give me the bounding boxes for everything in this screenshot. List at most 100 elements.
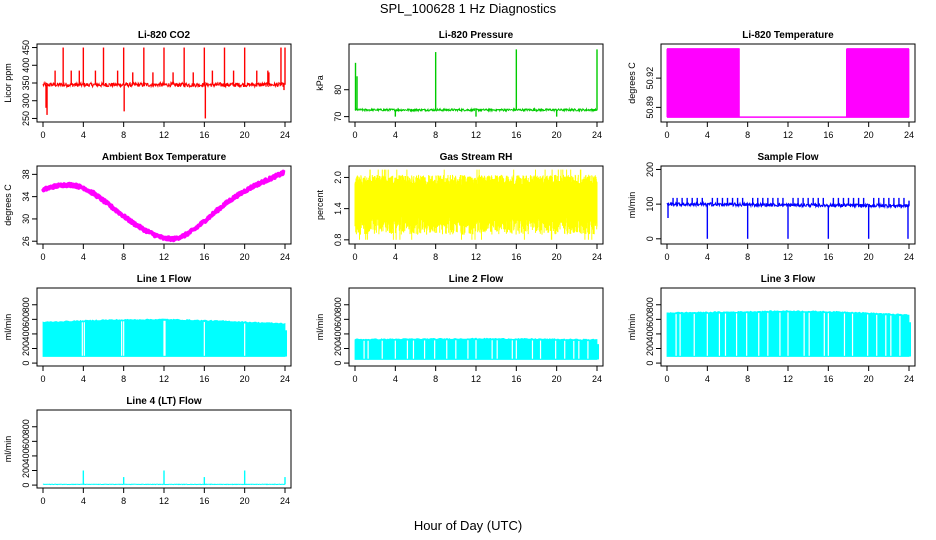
p6-xtick-label-4: 12 [783, 252, 793, 262]
p7-xtick-label-1: 0 [40, 374, 45, 384]
p1-ytick-label-1: 250 [21, 111, 31, 126]
panel-10: Line 4 (LT) Flow ml/min 0 4 8 12 16 20 24 0 200400… [3, 396, 292, 506]
p4-xtick-label-2: 4 [81, 252, 86, 262]
p1-ytick-label-3: 350 [21, 75, 31, 90]
p2-xtick-label-6: 20 [552, 130, 562, 140]
p7-title: Line 1 Flow [137, 274, 192, 285]
p10-xtick-label-5: 16 [199, 496, 209, 506]
p6-ytick-label-3: 200 [645, 162, 655, 177]
p7-xtick-label-6: 20 [240, 374, 250, 384]
p3-band-1 [666, 48, 740, 118]
p7-ytick-label-1: 0 [21, 361, 31, 366]
p5-xtick-label-2: 4 [393, 252, 398, 262]
p5-xtick-label-5: 16 [511, 252, 521, 262]
p6-ytick-label-1: 0 [645, 236, 655, 241]
p3-xtick-label-5: 16 [823, 130, 833, 140]
p8-ytick-label-5: 800 [333, 297, 343, 312]
p6-ylabel: ml/min [627, 192, 637, 219]
p7-ytick-label-3: 400 [21, 326, 31, 341]
p9-series [666, 310, 912, 357]
p1-xtick-label-1: 0 [40, 130, 45, 140]
p7-series [42, 318, 288, 357]
p10-ytick-label-5: 800 [21, 419, 31, 434]
p3-xtick-label-7: 24 [904, 130, 914, 140]
panel-6: Sample Flow ml/min 0 4 8 12 16 20 24 0 100 200 [627, 152, 916, 262]
panel-7: Line 1 Flow ml/min 0 4 8 12 16 20 24 0 20040060080… [3, 274, 292, 384]
p10-xtick-label-4: 12 [159, 496, 169, 506]
p1-ytick-label-5: 450 [21, 40, 31, 55]
p5-ytick-label-1: 0.8 [333, 234, 343, 247]
p4-xtick-label-3: 8 [121, 252, 126, 262]
p4-title: Ambient Box Temperature [102, 152, 227, 163]
p5-series-band [354, 169, 598, 240]
p4-ytick-label-2: 30 [21, 214, 31, 224]
p4-xtick-label-5: 16 [199, 252, 209, 262]
p6-xtick-label-1: 0 [664, 252, 669, 262]
p8-series [354, 337, 600, 360]
p3-title: Li-820 Temperature [742, 30, 834, 41]
p9-ytick-label-1: 0 [645, 361, 655, 366]
p9-ytick-label-5: 800 [645, 297, 655, 312]
p4-xtick-label-4: 12 [159, 252, 169, 262]
p4-ytick-label-4: 38 [21, 169, 31, 179]
p5-xtick-label-3: 8 [433, 252, 438, 262]
p10-ytick-label-2: 200 [21, 463, 31, 478]
panel-5: Gas Stream RH percent 0 4 8 12 16 20 24 0.8 1.4 2.0 [315, 152, 604, 262]
p2-xtick-label-5: 16 [511, 130, 521, 140]
p10-xtick-label-3: 8 [121, 496, 126, 506]
p3-xtick-label-3: 8 [745, 130, 750, 140]
p2-ylabel: kPa [315, 75, 325, 91]
p7-xtick-label-7: 24 [280, 374, 290, 384]
p4-ylabel: degrees C [3, 184, 13, 226]
p5-series [354, 169, 598, 240]
p3-band-2 [846, 48, 910, 118]
p7-xtick-label-2: 4 [81, 374, 86, 384]
p6-series [666, 197, 910, 239]
p9-ytick-label-2: 200 [645, 341, 655, 356]
p10-series [42, 470, 286, 486]
p1-xtick-label-7: 24 [280, 130, 290, 140]
p10-ytick-label-3: 400 [21, 448, 31, 463]
p9-xtick-label-7: 24 [904, 374, 914, 384]
panel-4: Ambient Box Temperature degrees C 0 4 8 12 16 2… [3, 152, 292, 262]
p10-xtick-label-1: 0 [40, 496, 45, 506]
p9-xtick-label-3: 8 [745, 374, 750, 384]
p5-ytick-label-3: 2.0 [333, 171, 343, 184]
p2-xtick-label-7: 24 [592, 130, 602, 140]
p1-series [42, 47, 286, 119]
p10-xtick-label-2: 4 [81, 496, 86, 506]
p6-xtick-label-2: 4 [705, 252, 710, 262]
p8-xtick-label-6: 20 [552, 374, 562, 384]
p2-xtick-label-4: 12 [471, 130, 481, 140]
p5-xtick-label-1: 0 [352, 252, 357, 262]
p9-xtick-label-1: 0 [664, 374, 669, 384]
p1-xtick-label-2: 4 [81, 130, 86, 140]
p1-title: Li-820 CO2 [138, 30, 191, 41]
p10-ytick-label-1: 0 [21, 483, 31, 488]
p8-title: Line 2 Flow [449, 274, 504, 285]
p10-xtick-label-7: 24 [280, 496, 290, 506]
p2-xtick-label-3: 8 [433, 130, 438, 140]
p3-ytick-label-1: 50.89 [645, 96, 655, 119]
p1-ylabel: Licor ppm [3, 63, 13, 103]
p4-series-line [41, 169, 287, 243]
p9-ytick-label-4: 600 [645, 312, 655, 327]
p6-xtick-label-6: 20 [864, 252, 874, 262]
p1-xtick-label-5: 16 [199, 130, 209, 140]
p3-xtick-label-1: 0 [664, 130, 669, 140]
page-title: SPL_100628 1 Hz Diagnostics [379, 1, 557, 16]
p8-xtick-label-5: 16 [511, 374, 521, 384]
p9-xtick-label-4: 12 [783, 374, 793, 384]
p8-xtick-label-7: 24 [592, 374, 602, 384]
p10-ytick-label-4: 600 [21, 434, 31, 449]
p5-title: Gas Stream RH [440, 152, 513, 163]
p8-xtick-label-4: 12 [471, 374, 481, 384]
p6-title: Sample Flow [757, 152, 818, 163]
p5-ytick-label-2: 1.4 [333, 202, 343, 215]
panel-9: Line 3 Flow ml/min 0 4 8 12 16 20 24 0 20040060080… [627, 274, 916, 384]
p9-xtick-label-2: 4 [705, 374, 710, 384]
p4-xtick-label-7: 24 [280, 252, 290, 262]
p8-ylabel: ml/min [315, 314, 325, 341]
p4-ytick-label-3: 34 [21, 192, 31, 202]
